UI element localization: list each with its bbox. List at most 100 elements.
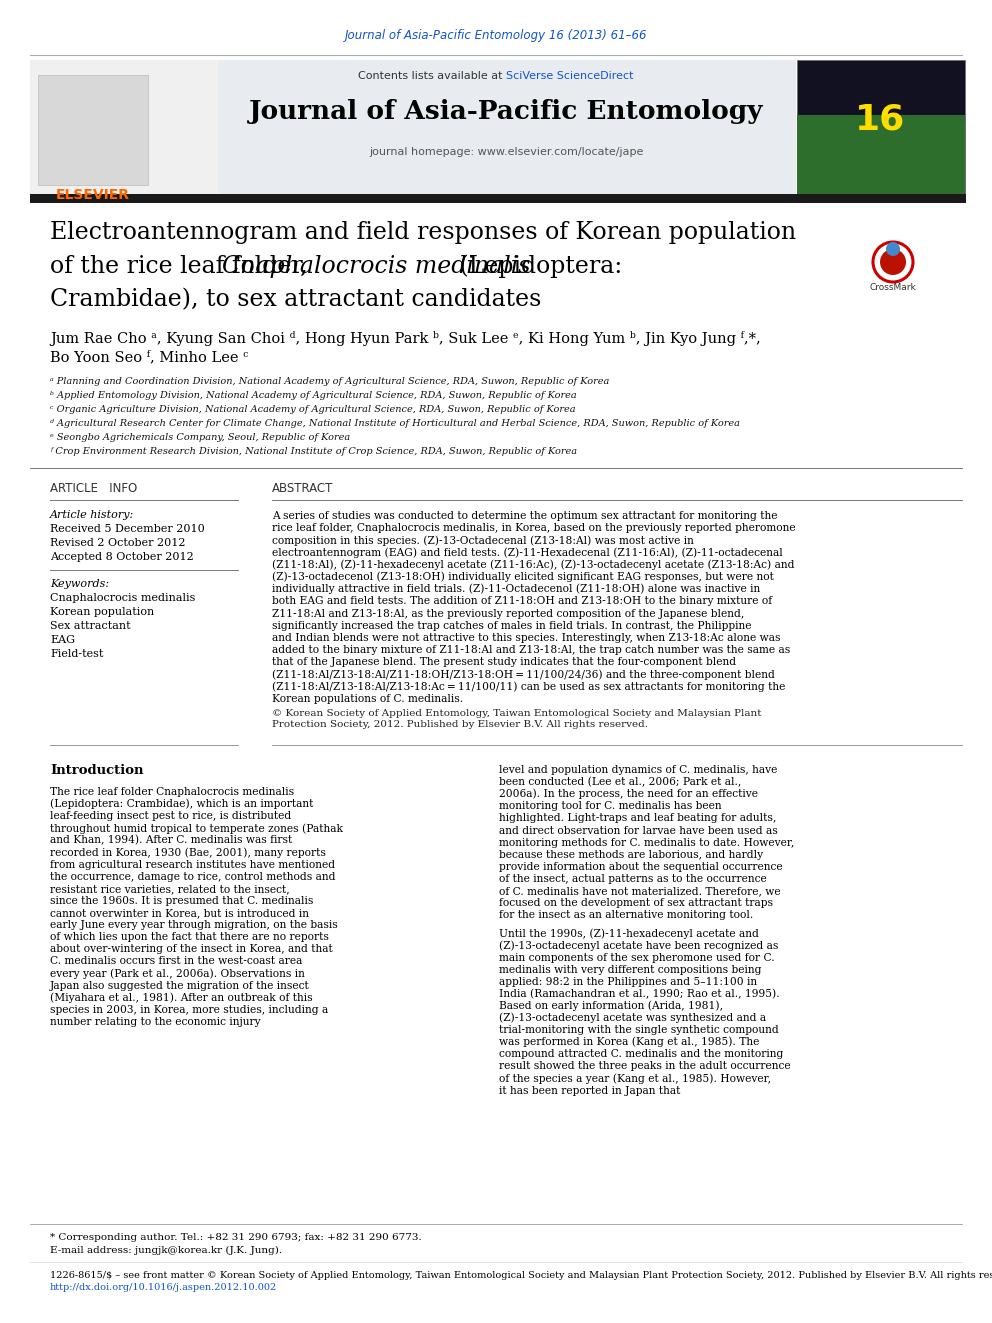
Text: (Lepidoptera: Crambidae), which is an important: (Lepidoptera: Crambidae), which is an im… [50,799,313,810]
Text: 2006a). In the process, the need for an effective: 2006a). In the process, the need for an … [499,789,758,799]
Text: 1226-8615/$ – see front matter © Korean Society of Applied Entomology, Taiwan En: 1226-8615/$ – see front matter © Korean … [50,1270,992,1279]
Text: Journal of Asia-Pacific Entomology: Journal of Asia-Pacific Entomology [249,99,763,124]
Text: Article history:: Article history: [50,509,134,520]
Text: (Lepidoptera:: (Lepidoptera: [452,254,622,278]
Text: Cnaphalocrocis medinalis: Cnaphalocrocis medinalis [50,593,195,603]
Text: main components of the sex pheromone used for C.: main components of the sex pheromone use… [499,953,775,963]
Text: resistant rice varieties, related to the insect,: resistant rice varieties, related to the… [50,884,290,894]
Text: (Z)-13-octadecenol (Z13-18:OH) individually elicited significant EAG responses, : (Z)-13-octadecenol (Z13-18:OH) individua… [272,572,774,582]
Text: journal homepage: www.elsevier.com/locate/jape: journal homepage: www.elsevier.com/locat… [369,147,643,157]
Text: Sex attractant: Sex attractant [50,620,131,631]
Text: 16: 16 [855,103,905,138]
Text: for the insect as an alternative monitoring tool.: for the insect as an alternative monitor… [499,910,753,921]
Text: C. medinalis occurs first in the west-coast area: C. medinalis occurs first in the west-co… [50,957,303,966]
Text: Journal of Asia-Pacific Entomology 16 (2013) 61–66: Journal of Asia-Pacific Entomology 16 (2… [345,29,647,42]
Text: of the species a year (Kang et al., 1985). However,: of the species a year (Kang et al., 1985… [499,1073,771,1084]
Text: of which lies upon the fact that there are no reports: of which lies upon the fact that there a… [50,933,329,942]
Text: number relating to the economic injury: number relating to the economic injury [50,1017,261,1027]
Text: Received 5 December 2010: Received 5 December 2010 [50,524,204,534]
Text: result showed the three peaks in the adult occurrence: result showed the three peaks in the adu… [499,1061,791,1072]
Text: Accepted 8 October 2012: Accepted 8 October 2012 [50,552,193,562]
Text: because these methods are laborious, and hardly: because these methods are laborious, and… [499,849,763,860]
Text: applied: 98:2 in the Philippines and 5–11:100 in: applied: 98:2 in the Philippines and 5–1… [499,976,757,987]
Text: provide information about the sequential occurrence: provide information about the sequential… [499,861,783,872]
Text: (Z)-13-octadecenyl acetate have been recognized as: (Z)-13-octadecenyl acetate have been rec… [499,941,779,951]
Text: ᶠ Crop Environment Research Division, National Institute of Crop Science, RDA, S: ᶠ Crop Environment Research Division, Na… [50,447,577,456]
Text: A series of studies was conducted to determine the optimum sex attractant for mo: A series of studies was conducted to det… [272,511,778,521]
Text: India (Ramachandran et al., 1990; Rao et al., 1995).: India (Ramachandran et al., 1990; Rao et… [499,988,780,999]
Text: (Miyahara et al., 1981). After an outbreak of this: (Miyahara et al., 1981). After an outbre… [50,992,312,1003]
Text: Revised 2 October 2012: Revised 2 October 2012 [50,538,186,548]
Text: ᵉ Seongbo Agrichemicals Company, Seoul, Republic of Korea: ᵉ Seongbo Agrichemicals Company, Seoul, … [50,434,350,442]
Text: electroantennogram (EAG) and field tests. (Z)-11-Hexadecenal (Z11-16:Al), (Z)-11: electroantennogram (EAG) and field tests… [272,548,783,558]
Text: Keywords:: Keywords: [50,579,109,589]
Text: Jum Rae Cho ᵃ, Kyung San Choi ᵈ, Hong Hyun Park ᵇ, Suk Lee ᵉ, Ki Hong Yum ᵇ, Jin: Jum Rae Cho ᵃ, Kyung San Choi ᵈ, Hong Hy… [50,331,761,345]
Text: of the insect, actual patterns as to the occurrence: of the insect, actual patterns as to the… [499,875,767,884]
Text: ᵈ Agricultural Research Center for Climate Change, National Institute of Horticu: ᵈ Agricultural Research Center for Clima… [50,419,740,429]
Circle shape [880,249,906,275]
Bar [218,60,796,194]
Text: from agricultural research institutes have mentioned: from agricultural research institutes ha… [50,860,335,869]
Text: ELSEVIER: ELSEVIER [56,188,130,202]
Text: the occurrence, damage to rice, control methods and: the occurrence, damage to rice, control … [50,872,335,881]
Text: ᵃ Planning and Coordination Division, National Academy of Agricultural Science, : ᵃ Planning and Coordination Division, Na… [50,377,609,386]
Text: E-mail address: jungjk@korea.kr (J.K. Jung).: E-mail address: jungjk@korea.kr (J.K. Ju… [50,1245,282,1254]
Text: ARTICLE   INFO: ARTICLE INFO [50,482,137,495]
Text: (Z)-13-octadecenyl acetate was synthesized and a: (Z)-13-octadecenyl acetate was synthesiz… [499,1012,766,1023]
Text: it has been reported in Japan that: it has been reported in Japan that [499,1086,681,1095]
Text: individually attractive in field trials. (Z)-11-Octadecenol (Z11-18:OH) alone wa: individually attractive in field trials.… [272,583,760,594]
Text: Introduction: Introduction [50,763,144,777]
Text: Contents lists available at: Contents lists available at [358,71,506,81]
Text: species in 2003, in Korea, more studies, including a: species in 2003, in Korea, more studies,… [50,1004,328,1015]
Text: level and population dynamics of C. medinalis, have: level and population dynamics of C. medi… [499,765,778,775]
Text: highlighted. Light-traps and leaf beating for adults,: highlighted. Light-traps and leaf beatin… [499,814,777,823]
Text: Cnaphalocrocis medinalis: Cnaphalocrocis medinalis [222,254,531,278]
Text: Until the 1990s, (Z)-11-hexadecenyl acetate and: Until the 1990s, (Z)-11-hexadecenyl acet… [499,927,759,938]
Text: recorded in Korea, 1930 (Bae, 2001), many reports: recorded in Korea, 1930 (Bae, 2001), man… [50,847,326,857]
Text: EAG: EAG [50,635,75,646]
Text: monitoring tool for C. medinalis has been: monitoring tool for C. medinalis has bee… [499,802,721,811]
Text: and Khan, 1994). After C. medinalis was first: and Khan, 1994). After C. medinalis was … [50,835,293,845]
Bar [797,115,965,194]
Text: Protection Society, 2012. Published by Elsevier B.V. All rights reserved.: Protection Society, 2012. Published by E… [272,720,648,729]
Text: ᵇ Applied Entomology Division, National Academy of Agricultural Science, RDA, Su: ᵇ Applied Entomology Division, National … [50,392,576,401]
Text: (Z11-18:Al/Z13-18:Al/Z11-18:OH/Z13-18:OH = 11/100/24/36) and the three-component: (Z11-18:Al/Z13-18:Al/Z11-18:OH/Z13-18:OH… [272,669,775,680]
Text: trial-monitoring with the single synthetic compound: trial-monitoring with the single synthet… [499,1025,779,1035]
Text: (Z11-18:Al/Z13-18:Al/Z13-18:Ac = 11/100/11) can be used as sex attractants for m: (Z11-18:Al/Z13-18:Al/Z13-18:Ac = 11/100/… [272,681,786,692]
Text: was performed in Korea (Kang et al., 1985). The: was performed in Korea (Kang et al., 198… [499,1037,759,1048]
Text: Field-test: Field-test [50,650,103,659]
Text: (Z11-18:Al), (Z)-11-hexadecenyl acetate (Z11-16:Ac), (Z)-13-octadecenyl acetate : (Z11-18:Al), (Z)-11-hexadecenyl acetate … [272,560,795,570]
Text: Korean population: Korean population [50,607,154,617]
Text: ABSTRACT: ABSTRACT [272,482,333,495]
Text: about over-wintering of the insect in Korea, and that: about over-wintering of the insect in Ko… [50,945,332,954]
Text: of the rice leaf folder,: of the rice leaf folder, [50,254,315,278]
Text: Japan also suggested the migration of the insect: Japan also suggested the migration of th… [50,980,310,991]
Text: added to the binary mixture of Z11-18:Al and Z13-18:Al, the trap catch number wa: added to the binary mixture of Z11-18:Al… [272,646,791,655]
Text: and direct observation for larvae have been used as: and direct observation for larvae have b… [499,826,778,836]
Text: significantly increased the trap catches of males in field trials. In contrast, : significantly increased the trap catches… [272,620,752,631]
Text: every year (Park et al., 2006a). Observations in: every year (Park et al., 2006a). Observa… [50,968,305,979]
Text: The rice leaf folder Cnaphalocrocis medinalis: The rice leaf folder Cnaphalocrocis medi… [50,787,294,796]
Text: focused on the development of sex attractant traps: focused on the development of sex attrac… [499,898,773,908]
Text: SciVerse ScienceDirect: SciVerse ScienceDirect [506,71,634,81]
Text: http://dx.doi.org/10.1016/j.aspen.2012.10.002: http://dx.doi.org/10.1016/j.aspen.2012.1… [50,1283,277,1293]
Text: * Corresponding author. Tel.: +82 31 290 6793; fax: +82 31 290 6773.: * Corresponding author. Tel.: +82 31 290… [50,1233,422,1241]
Text: that of the Japanese blend. The present study indicates that the four-component : that of the Japanese blend. The present … [272,658,736,667]
Text: Electroantennogram and field responses of Korean population: Electroantennogram and field responses o… [50,221,797,243]
Text: ᶜ Organic Agriculture Division, National Academy of Agricultural Science, RDA, S: ᶜ Organic Agriculture Division, National… [50,406,575,414]
Circle shape [886,242,900,255]
Text: Based on early information (Arida, 1981),: Based on early information (Arida, 1981)… [499,1000,723,1011]
Text: Z11-18:Al and Z13-18:Al, as the previously reported composition of the Japanese : Z11-18:Al and Z13-18:Al, as the previous… [272,609,744,619]
Bar [797,60,965,194]
Text: Korean populations of C. medinalis.: Korean populations of C. medinalis. [272,695,463,704]
Text: and Indian blends were not attractive to this species. Interestingly, when Z13-1: and Indian blends were not attractive to… [272,632,781,643]
Bar [30,60,218,194]
Text: been conducted (Lee et al., 2006; Park et al.,: been conducted (Lee et al., 2006; Park e… [499,777,741,787]
Text: composition in this species. (Z)-13-Octadecenal (Z13-18:Al) was most active in: composition in this species. (Z)-13-Octa… [272,534,693,545]
Text: early June every year through migration, on the basis: early June every year through migration,… [50,919,337,930]
Text: CrossMark: CrossMark [870,283,917,291]
Text: since the 1960s. It is presumed that C. medinalis: since the 1960s. It is presumed that C. … [50,896,313,906]
Text: leaf-feeding insect pest to rice, is distributed: leaf-feeding insect pest to rice, is dis… [50,811,292,822]
Text: of C. medinalis have not materialized. Therefore, we: of C. medinalis have not materialized. T… [499,886,781,896]
Text: rice leaf folder, Cnaphalocrocis medinalis, in Korea, based on the previously re: rice leaf folder, Cnaphalocrocis medinal… [272,523,796,533]
